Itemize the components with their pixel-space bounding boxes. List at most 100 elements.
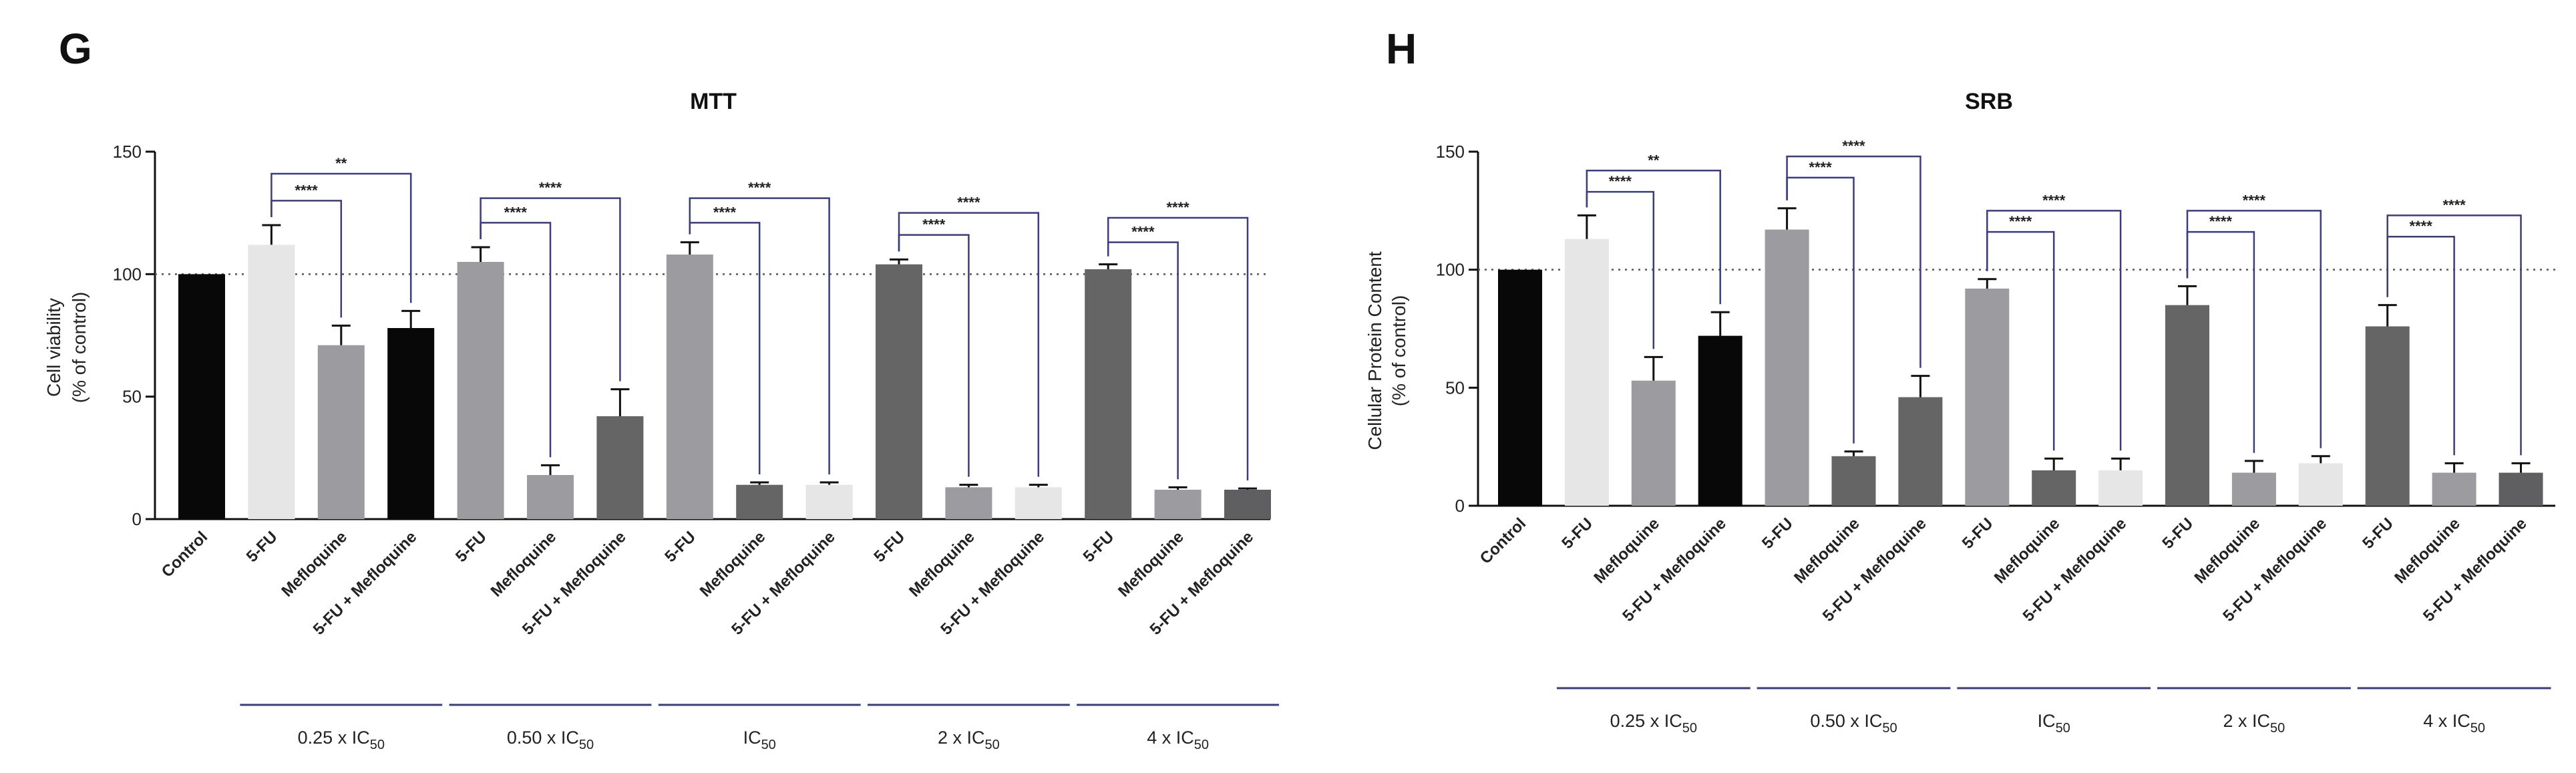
group-label: 0.25 x IC50	[298, 728, 385, 752]
y-axis-label-h-line1: Cellular Protein Content	[1364, 251, 1385, 450]
significance-bracket	[480, 197, 621, 381]
panel-letter-h: H	[1386, 25, 1417, 73]
bar	[1085, 269, 1132, 519]
significance-stars: ****	[2410, 218, 2433, 235]
significance-bracket	[689, 197, 830, 474]
y-axis-label-h-line2: (% of control)	[1389, 295, 1409, 407]
y-axis-label-g-line2: (% of control)	[69, 292, 89, 404]
x-tick-label: 5-FU	[1759, 514, 1797, 553]
panel-letter-g: G	[59, 25, 92, 73]
group-label-text: IC	[743, 728, 761, 748]
x-tick-label: Mefloquine	[1590, 514, 1663, 587]
significance-stars: ****	[1809, 159, 1832, 176]
bar	[1224, 490, 1271, 519]
bar	[805, 484, 853, 519]
x-tick-label: 5-FU	[1558, 514, 1596, 553]
x-tick-label: Mefloquine	[2391, 514, 2464, 587]
bar	[1015, 487, 1062, 519]
group-label: 2 x IC50	[938, 728, 1000, 752]
group-label-text: 2 x IC	[2223, 711, 2271, 731]
significance-stars: **	[335, 155, 347, 172]
x-tick-label: Control	[1477, 514, 1529, 567]
group-label-text: 4 x IC	[1147, 728, 1194, 748]
significance-bracket	[1107, 216, 1249, 481]
bar	[1498, 269, 1542, 506]
significance-stars: ****	[1166, 199, 1189, 216]
bar	[317, 345, 365, 519]
bar	[876, 264, 922, 519]
significance-stars: ****	[539, 180, 562, 196]
group-label-subscript: 50	[2470, 721, 2485, 736]
group-label-subscript: 50	[1194, 738, 1209, 752]
bar	[1631, 380, 1676, 506]
bar	[2298, 463, 2343, 506]
significance-stars: ****	[2243, 192, 2266, 208]
significance-stars: ****	[504, 204, 528, 220]
x-tick-label: Mefloquine	[1115, 528, 1187, 601]
group-label-text: 4 x IC	[2423, 711, 2470, 731]
bar	[1831, 456, 1876, 506]
y-tick-label: 0	[132, 509, 142, 529]
group-label: IC50	[743, 728, 776, 752]
bar	[1154, 490, 1202, 519]
group-label: 0.50 x IC50	[507, 728, 594, 752]
group-label: 4 x IC50	[2423, 711, 2485, 736]
bar	[1965, 288, 2010, 506]
significance-stars: ****	[748, 180, 771, 196]
group-label: 2 x IC50	[2223, 711, 2285, 736]
bar	[1898, 397, 1943, 506]
y-tick-label: 150	[113, 142, 142, 162]
x-tick-label: Mefloquine	[2191, 514, 2263, 587]
bar	[666, 255, 713, 519]
bar	[596, 416, 644, 519]
group-label-subscript: 50	[2270, 721, 2285, 736]
bar	[2499, 472, 2543, 506]
bar	[736, 484, 783, 519]
x-tick-label: Control	[158, 528, 211, 581]
x-tick-label: 5-FU	[661, 528, 699, 566]
x-tick-label: 5-FU	[1959, 514, 1997, 553]
significance-bracket	[1986, 210, 2122, 451]
significance-stars: ****	[295, 182, 318, 198]
x-tick-label: Mefloquine	[1991, 514, 2064, 587]
significance-bracket	[2186, 210, 2322, 448]
group-label-text: 0.50 x IC	[507, 728, 579, 748]
significance-stars: ****	[713, 204, 737, 220]
x-tick-label: 5-FU	[1080, 528, 1118, 566]
group-label-text: 2 x IC	[938, 728, 985, 748]
significance-stars: ****	[1131, 224, 1155, 241]
y-tick-label: 150	[1436, 142, 1465, 162]
x-tick-label: Mefloquine	[906, 528, 978, 601]
bar	[1765, 229, 1809, 506]
x-tick-label: 5-FU	[452, 528, 490, 566]
bar	[387, 328, 435, 519]
bar	[248, 245, 295, 519]
bar	[2098, 470, 2143, 506]
x-tick-label: Mefloquine	[488, 528, 560, 601]
group-label: 4 x IC50	[1147, 728, 1209, 752]
group-label: IC50	[2038, 711, 2070, 736]
significance-bracket	[270, 172, 412, 303]
significance-bracket	[2386, 214, 2522, 456]
x-tick-label: 5-FU	[2359, 514, 2397, 553]
significance-stars: ****	[1609, 173, 1632, 190]
significance-stars: **	[1648, 152, 1660, 168]
bar	[2032, 470, 2076, 506]
significance-stars: ****	[957, 194, 980, 211]
bar	[527, 475, 574, 519]
group-label-text: IC	[2038, 711, 2056, 731]
bar	[2432, 472, 2476, 506]
bar	[2165, 305, 2209, 506]
group-label-subscript: 50	[579, 738, 594, 752]
bar	[2365, 326, 2410, 506]
y-tick-label: 100	[113, 264, 142, 284]
chart-title-srb: SRB	[1965, 89, 2013, 114]
x-tick-label: 5-FU	[870, 528, 908, 566]
group-label-text: 0.50 x IC	[1810, 711, 1882, 731]
group-label-subscript: 50	[1882, 721, 1897, 736]
group-label-text: 0.25 x IC	[1610, 711, 1682, 731]
group-label-subscript: 50	[370, 738, 385, 752]
